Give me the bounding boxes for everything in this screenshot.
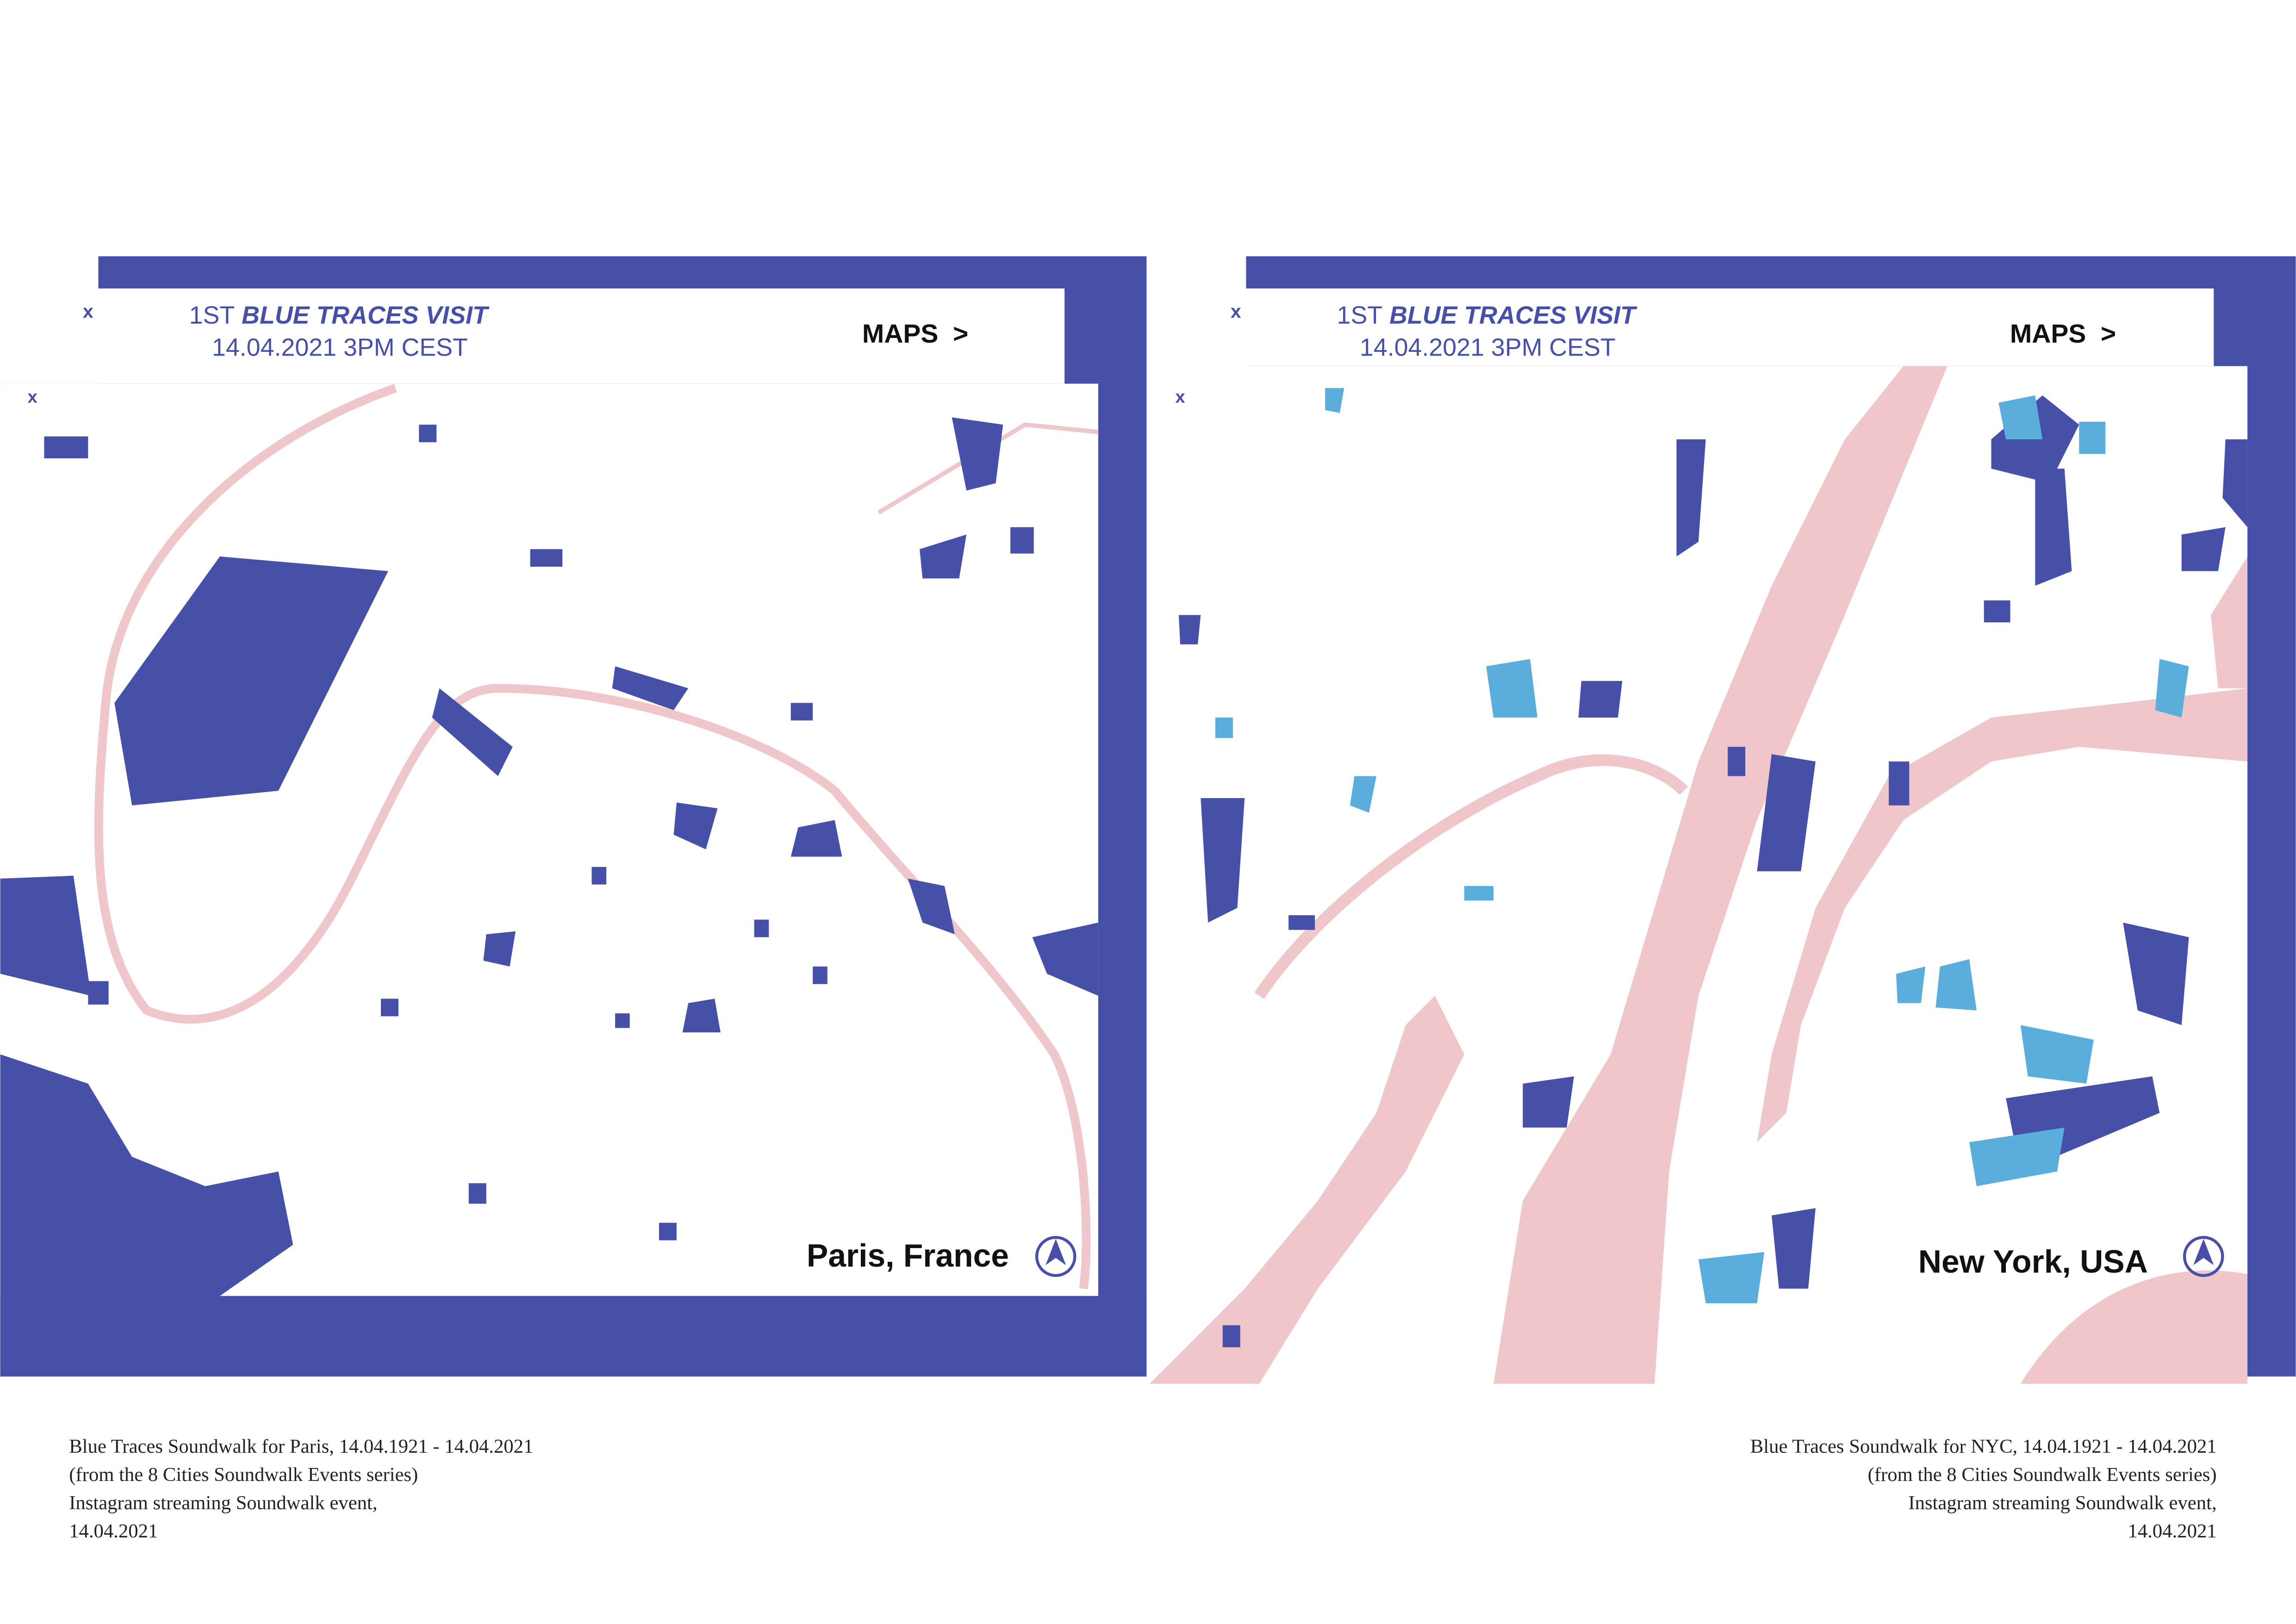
caption-line: Instagram streaming Soundwalk event, bbox=[69, 1492, 377, 1514]
close-button[interactable]: x bbox=[1231, 300, 1241, 322]
map-close[interactable]: x bbox=[28, 387, 37, 407]
title-prefix: 1ST bbox=[1337, 301, 1383, 329]
maps-link[interactable]: MAPS > bbox=[2010, 319, 2116, 349]
map-shapes bbox=[1149, 366, 2248, 1384]
title: 1ST BLUE TRACES VISIT bbox=[189, 301, 490, 329]
location: New York, USA bbox=[1918, 1243, 2148, 1280]
close-button[interactable]: x bbox=[83, 300, 93, 322]
title: 1ST BLUE TRACES VISIT bbox=[1337, 301, 1637, 329]
captions: Blue Traces Soundwalk for Paris, 14.04.1… bbox=[69, 1436, 2216, 1542]
caption-line: Blue Traces Soundwalk for Paris, 14.04.1… bbox=[69, 1436, 533, 1457]
title-emphasis: BLUE TRACES VISIT bbox=[242, 301, 490, 329]
header bbox=[1149, 288, 2214, 366]
caption-line: 14.04.2021 bbox=[2128, 1520, 2217, 1542]
locate-icon[interactable] bbox=[2183, 1236, 2224, 1277]
map-shapes bbox=[0, 384, 1098, 1296]
title-prefix: 1ST bbox=[189, 301, 235, 329]
map bbox=[0, 383, 1098, 1296]
frame bbox=[0, 1296, 1147, 1377]
datetime: 14.04.2021 3PM CEST bbox=[1360, 334, 1616, 362]
map-close[interactable]: x bbox=[1176, 387, 1185, 407]
datetime: 14.04.2021 3PM CEST bbox=[212, 334, 468, 362]
location: Paris, France bbox=[807, 1237, 1009, 1274]
caption-line: Blue Traces Soundwalk for NYC, 14.04.192… bbox=[1750, 1436, 2217, 1457]
locate-icon[interactable] bbox=[1035, 1236, 1076, 1277]
paris-panel: x 1ST BLUE TRACES VISIT 14.04.2021 3PM C… bbox=[0, 256, 1147, 1377]
nyc-panel: x 1ST BLUE TRACES VISIT 14.04.2021 3PM C… bbox=[1149, 256, 2296, 1384]
maps-link[interactable]: MAPS > bbox=[862, 319, 968, 349]
caption-line: Instagram streaming Soundwalk event, bbox=[1908, 1492, 2216, 1514]
caption-line: (from the 8 Cities Soundwalk Events seri… bbox=[1868, 1464, 2217, 1486]
caption-line: (from the 8 Cities Soundwalk Events seri… bbox=[69, 1464, 418, 1486]
header bbox=[0, 288, 1065, 384]
title-emphasis: BLUE TRACES VISIT bbox=[1389, 301, 1637, 329]
caption-line: 14.04.2021 bbox=[69, 1520, 158, 1542]
